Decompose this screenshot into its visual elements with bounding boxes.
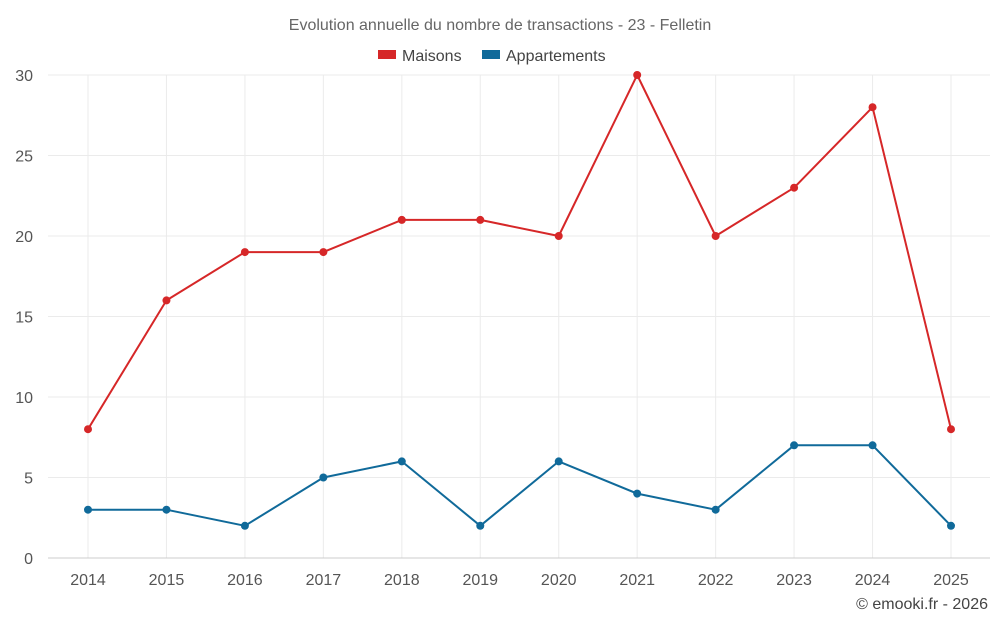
legend-swatch-maisons xyxy=(378,50,396,59)
series-line-appartements xyxy=(88,444,952,527)
data-point-maisons[interactable] xyxy=(319,248,328,257)
legend-label-maisons[interactable]: Maisons xyxy=(402,48,462,65)
data-point-maisons[interactable] xyxy=(868,103,877,112)
series-lines xyxy=(87,74,952,527)
x-tick-label: 2024 xyxy=(855,572,891,589)
data-point-appartements[interactable] xyxy=(240,521,249,530)
data-point-appartements[interactable] xyxy=(397,457,406,466)
data-point-appartements[interactable] xyxy=(162,505,171,514)
data-point-appartements[interactable] xyxy=(476,521,485,530)
x-axis-ticks: 2014 2015 2016 2017 2018 2019 2020 2021 2022 2023… xyxy=(70,572,969,589)
data-point-appartements[interactable] xyxy=(868,441,877,450)
y-axis-ticks: 0 5 10 15 20 25 30 xyxy=(15,68,33,568)
data-point-appartements[interactable] xyxy=(84,505,92,514)
data-point-maisons[interactable] xyxy=(240,248,249,257)
data-point-maisons[interactable] xyxy=(476,215,485,224)
x-tick-label: 2016 xyxy=(227,572,263,589)
data-point-appartements[interactable] xyxy=(711,505,720,514)
data-point-maisons[interactable] xyxy=(162,296,171,305)
y-tick-label: 25 xyxy=(15,149,33,166)
data-point-appartements[interactable] xyxy=(633,489,642,498)
y-tick-label: 20 xyxy=(15,229,33,246)
credit-text: © emooki.fr - 2026 xyxy=(856,596,988,613)
data-point-maisons[interactable] xyxy=(84,425,92,434)
y-tick-label: 0 xyxy=(24,551,33,568)
x-tick-label: 2023 xyxy=(776,572,812,589)
x-tick-label: 2022 xyxy=(698,572,734,589)
x-tick-label: 2021 xyxy=(619,572,655,589)
y-tick-label: 15 xyxy=(15,310,33,327)
data-point-maisons[interactable] xyxy=(711,232,720,240)
x-tick-label: 2025 xyxy=(933,572,969,589)
y-gridlines xyxy=(48,74,990,478)
data-point-maisons[interactable] xyxy=(947,425,955,434)
x-tick-label: 2018 xyxy=(384,572,420,589)
data-point-maisons[interactable] xyxy=(397,215,406,224)
data-point-maisons[interactable] xyxy=(790,183,799,192)
y-tick-label: 5 xyxy=(24,471,33,488)
legend-label-appartements[interactable]: Appartements xyxy=(506,48,606,65)
x-tick-label: 2015 xyxy=(149,572,185,589)
y-tick-label: 30 xyxy=(15,68,33,85)
series-points xyxy=(84,71,955,530)
data-point-maisons[interactable] xyxy=(633,71,642,79)
legend-swatch-appartements xyxy=(482,50,500,59)
data-point-appartements[interactable] xyxy=(790,441,799,450)
x-tick-label: 2020 xyxy=(541,572,577,589)
y-tick-label: 10 xyxy=(15,390,33,407)
x-tick-label: 2017 xyxy=(306,572,342,589)
chart-title: Evolution annuelle du nombre de transact… xyxy=(289,17,711,34)
legend: Maisons Appartements xyxy=(378,48,606,65)
x-tick-label: 2019 xyxy=(462,572,498,589)
data-point-maisons[interactable] xyxy=(554,232,563,240)
x-tick-label: 2014 xyxy=(70,572,106,589)
data-point-appartements[interactable] xyxy=(319,473,328,482)
data-point-appartements[interactable] xyxy=(554,457,563,466)
series-line-maisons xyxy=(87,74,952,430)
data-point-appartements[interactable] xyxy=(947,521,955,530)
